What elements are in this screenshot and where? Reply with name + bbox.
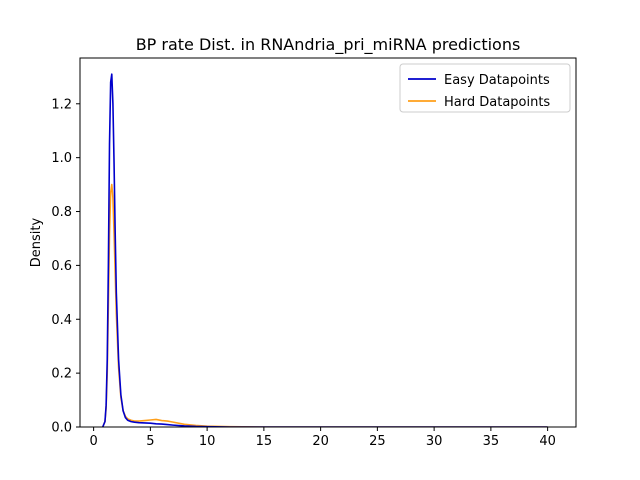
x-tick-label: 15 <box>256 434 273 449</box>
y-tick-label: 0.6 <box>51 259 72 274</box>
y-tick-label: 0.8 <box>51 205 72 220</box>
y-axis: 0.0 0.2 0.4 0.6 0.8 1.0 1.2 <box>51 97 80 436</box>
x-tick-label: 10 <box>199 434 216 449</box>
x-tick-label: 35 <box>483 434 500 449</box>
y-axis-label: Density <box>29 217 44 267</box>
legend: Easy Datapoints Hard Datapoints <box>399 63 571 113</box>
y-tick-label: 0.0 <box>51 421 72 436</box>
legend-box <box>399 63 571 113</box>
x-tick-label: 20 <box>312 434 329 449</box>
x-tick-label: 25 <box>369 434 386 449</box>
x-tick-label: 40 <box>539 434 556 449</box>
y-tick-label: 0.4 <box>51 313 72 328</box>
legend-label: Easy Datapoints <box>444 73 550 88</box>
chart-title: BP rate Dist. in RNAndria_pri_miRNA pred… <box>136 35 521 55</box>
y-tick-label: 0.2 <box>51 367 72 382</box>
x-tick-label: 5 <box>146 434 154 449</box>
x-tick-label: 0 <box>89 434 97 449</box>
series-line-hard <box>101 183 548 427</box>
axes-frame <box>79 57 577 428</box>
y-tick-label: 1.2 <box>51 97 72 112</box>
legend-label: Hard Datapoints <box>444 95 550 110</box>
y-tick-label: 1.0 <box>51 151 72 166</box>
x-axis: 0 5 10 15 20 25 30 35 40 <box>89 427 556 449</box>
plot-area <box>101 73 548 427</box>
series-line-easy <box>101 73 548 427</box>
x-tick-label: 30 <box>426 434 443 449</box>
